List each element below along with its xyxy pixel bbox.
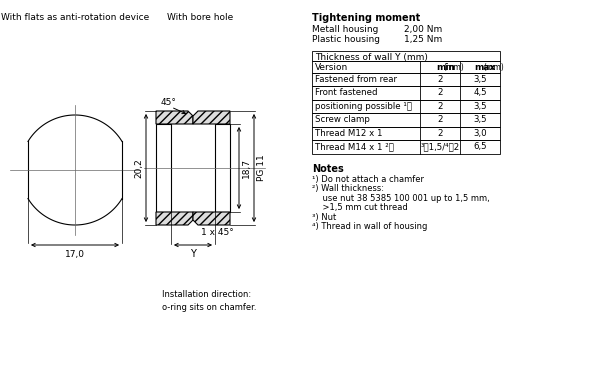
Polygon shape	[156, 111, 193, 124]
Text: Version: Version	[315, 63, 348, 72]
Text: 2: 2	[437, 129, 442, 138]
Text: Fastened from rear: Fastened from rear	[315, 75, 397, 84]
Text: Installation direction:
o-ring sits on chamfer.: Installation direction: o-ring sits on c…	[162, 290, 256, 312]
Text: 1 x 45°: 1 x 45°	[201, 228, 234, 237]
Bar	[312, 113, 500, 127]
Text: Thread M12 x 1: Thread M12 x 1	[315, 129, 382, 138]
Bar	[156, 124, 171, 212]
Text: 3,5: 3,5	[473, 75, 487, 84]
Bar	[312, 100, 500, 113]
Text: ⁴) Thread in wall of housing: ⁴) Thread in wall of housing	[312, 222, 427, 231]
Text: (mm): (mm)	[443, 63, 464, 72]
Text: 6,5: 6,5	[473, 142, 487, 151]
Text: 18,7: 18,7	[242, 158, 251, 178]
Text: >1,5 mm cut thread: >1,5 mm cut thread	[312, 203, 408, 212]
Text: 45°: 45°	[161, 98, 177, 107]
Bar	[312, 86, 500, 100]
Text: With flats as anti-rotation device: With flats as anti-rotation device	[1, 13, 149, 22]
Text: PG 11: PG 11	[257, 154, 266, 182]
Bar	[312, 73, 500, 86]
Text: Front fastened: Front fastened	[315, 88, 377, 97]
Text: 2: 2	[437, 88, 442, 97]
Bar	[312, 127, 500, 140]
Text: Notes: Notes	[312, 164, 344, 174]
Text: (mm): (mm)	[483, 63, 504, 72]
Bar	[312, 51, 500, 61]
Polygon shape	[156, 212, 193, 225]
Text: 3,5: 3,5	[473, 115, 487, 124]
Text: 17,0: 17,0	[65, 250, 85, 259]
Bar	[312, 61, 500, 73]
Text: ¹) Do not attach a chamfer: ¹) Do not attach a chamfer	[312, 175, 424, 184]
Text: 20,2: 20,2	[134, 158, 143, 178]
Text: min: min	[436, 63, 455, 72]
Text: Plastic housing: Plastic housing	[312, 35, 380, 44]
Text: Y: Y	[190, 249, 196, 259]
Text: 4,5: 4,5	[473, 88, 487, 97]
Polygon shape	[193, 212, 230, 225]
Text: ²) Wall thickness:: ²) Wall thickness:	[312, 184, 384, 193]
Bar	[215, 124, 230, 212]
Polygon shape	[193, 111, 230, 124]
Text: 2: 2	[437, 75, 442, 84]
Text: 2: 2	[437, 102, 442, 111]
Text: Metall housing: Metall housing	[312, 25, 379, 34]
Text: ³⧳1,5/⁴⧳2: ³⧳1,5/⁴⧳2	[420, 142, 459, 151]
Text: Thread M14 x 1 ²⧳: Thread M14 x 1 ²⧳	[315, 142, 394, 151]
Text: 3,5: 3,5	[473, 102, 487, 111]
Text: 3,0: 3,0	[473, 129, 487, 138]
Bar	[312, 140, 500, 154]
Text: 2,00 Nm: 2,00 Nm	[404, 25, 442, 34]
Text: use nut 38 5385 100 001 up to 1,5 mm,: use nut 38 5385 100 001 up to 1,5 mm,	[312, 194, 490, 202]
Text: max: max	[474, 63, 495, 72]
Text: 1,25 Nm: 1,25 Nm	[404, 35, 442, 44]
Text: 2: 2	[437, 115, 442, 124]
Text: Screw clamp: Screw clamp	[315, 115, 370, 124]
Text: ³) Nut: ³) Nut	[312, 213, 337, 222]
Text: With bore hole: With bore hole	[167, 13, 233, 22]
Text: Tightening moment: Tightening moment	[312, 13, 420, 23]
Text: Thickness of wall Y (mm): Thickness of wall Y (mm)	[315, 53, 428, 62]
Text: positioning possible ¹⧳: positioning possible ¹⧳	[315, 102, 412, 111]
